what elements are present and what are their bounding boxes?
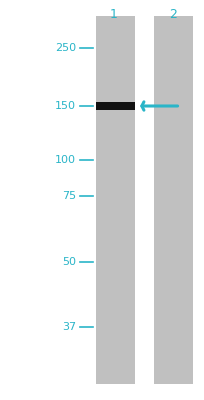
Text: 100: 100 <box>55 155 75 165</box>
Text: 150: 150 <box>55 101 75 111</box>
Text: 37: 37 <box>61 322 75 332</box>
Text: 2: 2 <box>169 8 176 20</box>
Text: 250: 250 <box>54 43 75 53</box>
Text: 75: 75 <box>61 191 75 201</box>
Text: 50: 50 <box>62 257 75 267</box>
Bar <box>153 16 192 384</box>
Text: 1: 1 <box>109 8 117 20</box>
Bar <box>96 102 135 110</box>
Bar <box>96 16 135 384</box>
